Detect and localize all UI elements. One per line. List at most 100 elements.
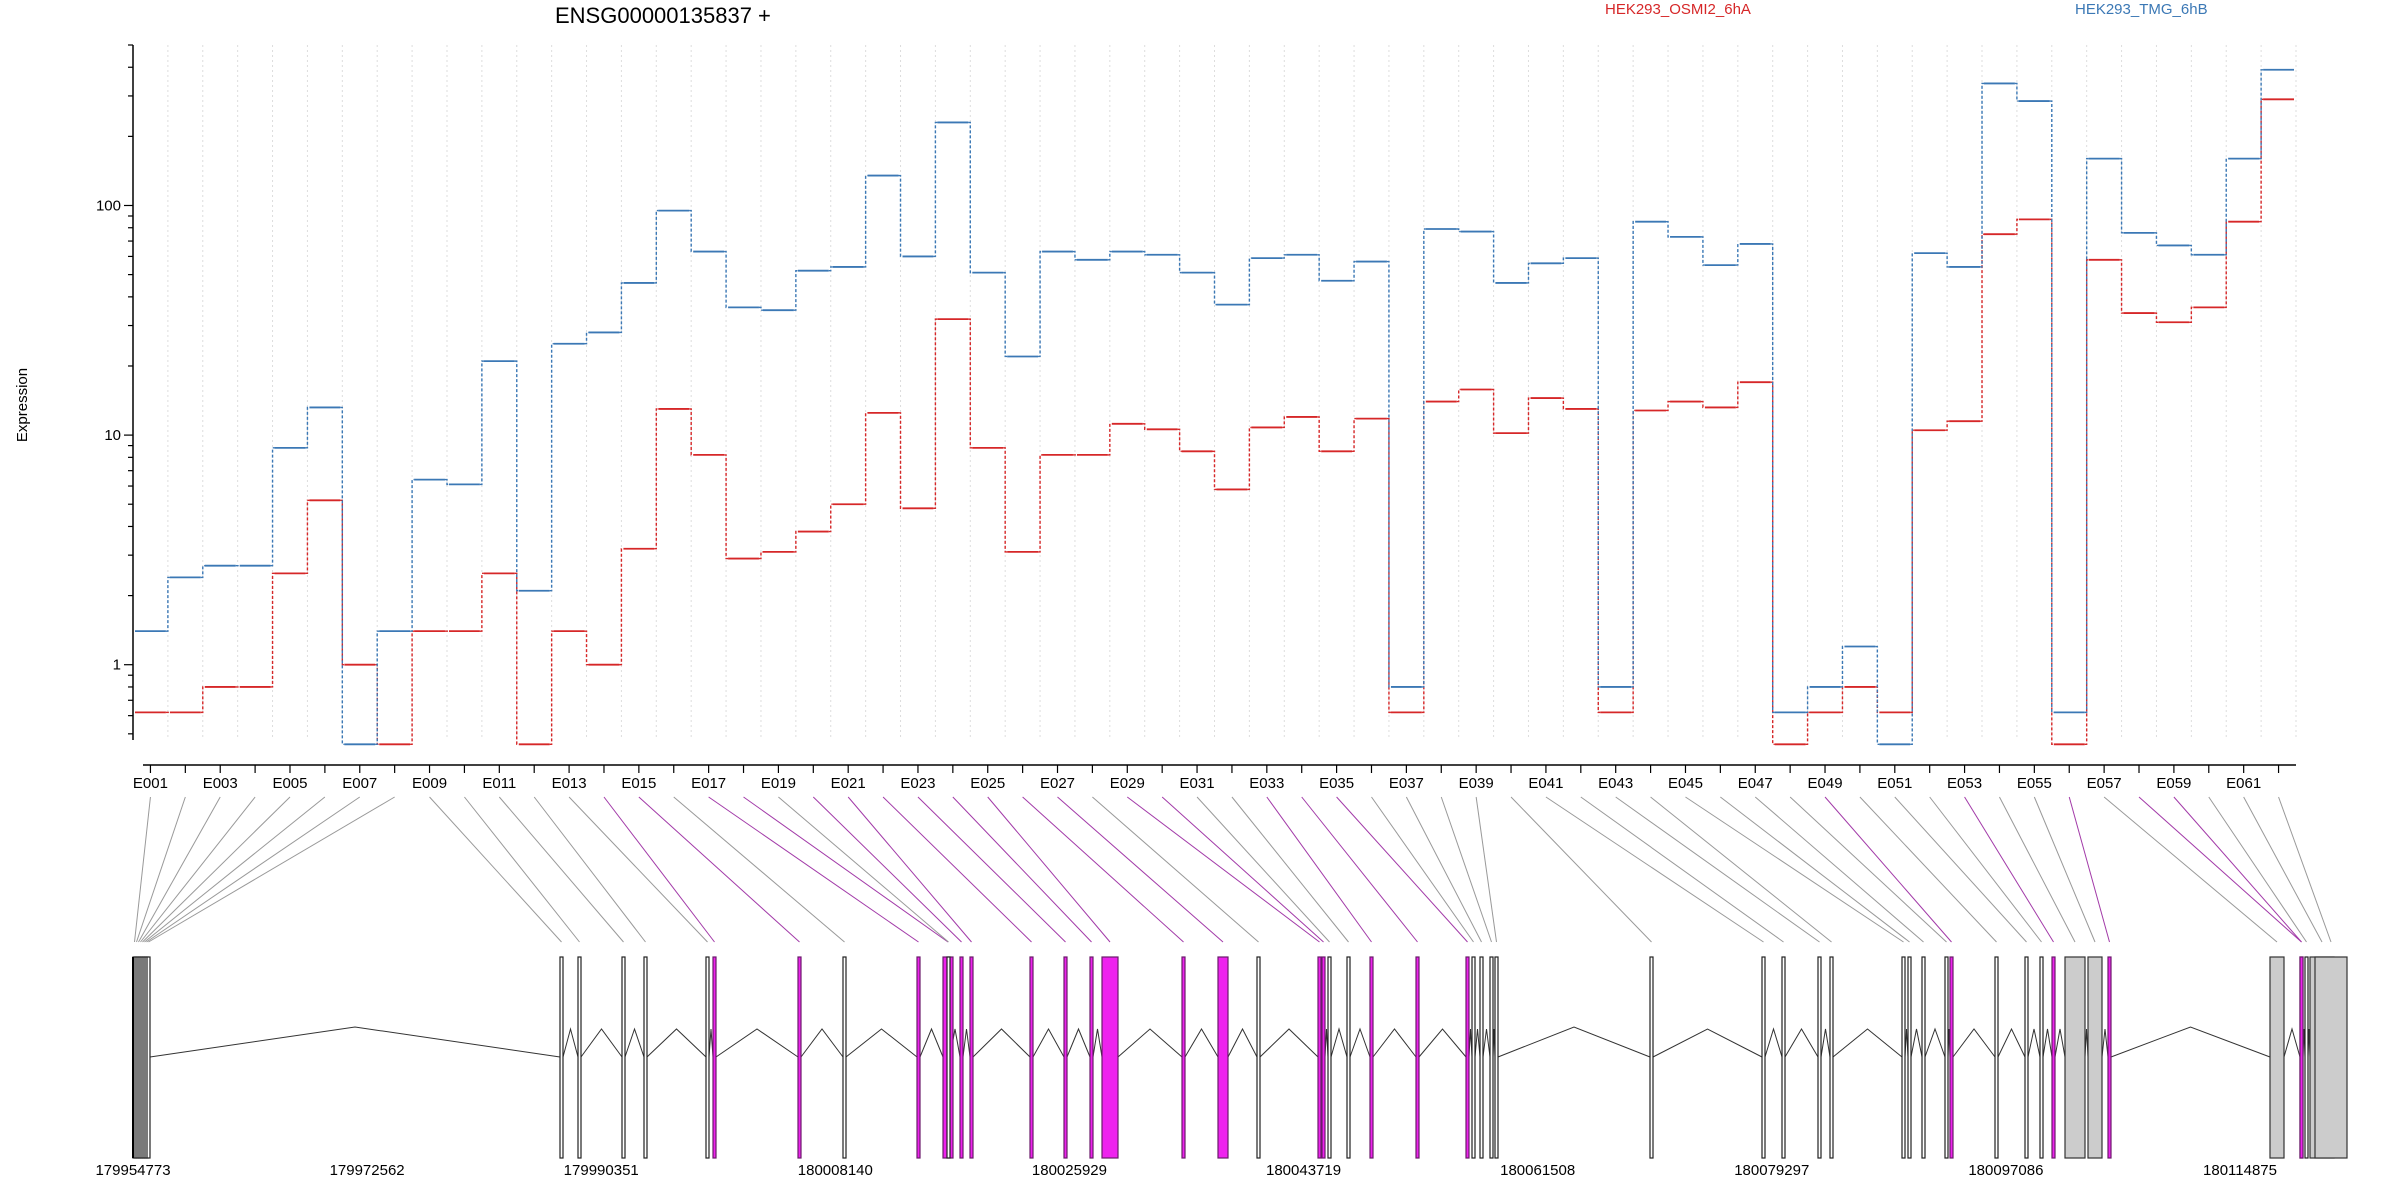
exon-label: E007 xyxy=(342,775,377,792)
intron xyxy=(919,1027,944,1058)
exon-connector xyxy=(1685,796,1904,943)
exon-block xyxy=(1029,956,1034,1159)
exon-block xyxy=(2299,956,2304,1159)
series-connector xyxy=(1526,262,1531,284)
exon-connector xyxy=(638,796,800,943)
legend-entry-tmg: HEK293_TMG_6hB xyxy=(2075,1,2208,18)
series-connector xyxy=(758,306,763,311)
series-connector xyxy=(1945,252,1950,268)
exon-label: E057 xyxy=(2087,775,2122,792)
exon-connector xyxy=(138,796,221,943)
genomic-label: 179990351 xyxy=(564,1162,639,1179)
intron xyxy=(1474,1028,1481,1058)
series-connector xyxy=(1631,220,1636,688)
series-connector xyxy=(2014,82,2019,102)
exon-connector xyxy=(146,796,361,943)
series-connector xyxy=(584,331,589,345)
intron xyxy=(2042,1028,2053,1058)
exon-connectors xyxy=(134,796,2332,943)
exon-connector xyxy=(1231,796,1349,943)
series-connector xyxy=(1561,257,1566,265)
series-connector xyxy=(1910,429,1915,714)
exon-connector xyxy=(743,796,949,943)
exon-block xyxy=(1465,956,1470,1159)
series-connector xyxy=(340,499,345,666)
series-connector xyxy=(1596,257,1601,688)
exon-connector xyxy=(2068,796,2110,943)
series-connector xyxy=(724,250,729,309)
genomic-label: 180061508 xyxy=(1500,1162,1575,1179)
series-connector xyxy=(270,447,275,567)
exon-connector xyxy=(2033,796,2096,943)
exon-label: E059 xyxy=(2156,775,2191,792)
series-connector xyxy=(1735,243,1740,266)
exon-block xyxy=(2304,956,2309,1159)
intron xyxy=(580,1028,623,1058)
series-connector xyxy=(793,269,798,311)
series-connector xyxy=(1491,230,1496,284)
exon-block xyxy=(1181,956,1186,1159)
exon-block xyxy=(1063,956,1068,1159)
intron xyxy=(1820,1028,1831,1058)
series-connector xyxy=(584,630,589,666)
exon-label: E003 xyxy=(203,775,238,792)
series-connector xyxy=(410,630,415,746)
series-connector xyxy=(2084,157,2089,714)
exon-block xyxy=(1907,956,1912,1159)
exon-block xyxy=(797,956,802,1159)
series-connector xyxy=(1421,228,1426,688)
series-connector xyxy=(1945,420,1950,431)
exon-connector xyxy=(708,796,919,943)
intron xyxy=(1092,1028,1103,1058)
exon-block xyxy=(1369,956,1374,1159)
exon-connector xyxy=(1964,796,2054,943)
exon-block xyxy=(1949,956,1954,1159)
series-connector xyxy=(2259,98,2264,223)
exon-block xyxy=(1921,956,1926,1159)
series-connector xyxy=(933,121,938,258)
series-connector xyxy=(1875,686,1880,714)
series-connector xyxy=(1456,388,1461,403)
series-connector xyxy=(2049,100,2054,714)
genomic-label: 179954773 xyxy=(95,1162,170,1179)
exon-label: E009 xyxy=(412,775,447,792)
series-connector xyxy=(2259,69,2264,160)
series-connector xyxy=(2049,218,2054,746)
series-connector xyxy=(1456,228,1461,233)
intron xyxy=(972,1028,1031,1058)
intron xyxy=(845,1028,918,1058)
exon-label: E049 xyxy=(1808,775,1843,792)
exon-connector xyxy=(140,796,256,943)
series-HEK293_OSMI2_6hA xyxy=(135,98,2294,746)
intron xyxy=(1652,1028,1763,1058)
exon-label: E041 xyxy=(1528,775,1563,792)
series-connector xyxy=(1770,243,1775,714)
series-connector xyxy=(2154,312,2159,323)
exon-label: E021 xyxy=(831,775,866,792)
genomic-label: 180025929 xyxy=(1032,1162,1107,1179)
exon-block xyxy=(1649,956,1654,1159)
exon-connector xyxy=(1475,796,1497,943)
series-connector xyxy=(2189,306,2194,323)
series-connector xyxy=(1038,454,1043,553)
series-connector xyxy=(1107,423,1112,456)
y-tick-label: 100 xyxy=(96,197,121,214)
exon-connector xyxy=(1440,796,1492,943)
exon-block xyxy=(146,956,151,1159)
intron xyxy=(800,1028,844,1058)
series-connector xyxy=(724,454,729,560)
series-connector xyxy=(968,121,973,274)
intron xyxy=(1349,1027,1371,1058)
intron xyxy=(1910,1028,1923,1058)
series-connector xyxy=(2154,232,2159,247)
exon-label: E053 xyxy=(1947,775,1982,792)
series-connector xyxy=(1735,381,1740,409)
series-connector xyxy=(549,343,554,592)
exon-label: E017 xyxy=(691,775,726,792)
series-connector xyxy=(444,478,449,486)
exon-block xyxy=(1317,956,1322,1159)
series-connector xyxy=(1910,252,1915,746)
series-connector xyxy=(1875,645,1880,746)
exon-block xyxy=(1829,956,1834,1159)
exon-connector xyxy=(1196,796,1330,943)
